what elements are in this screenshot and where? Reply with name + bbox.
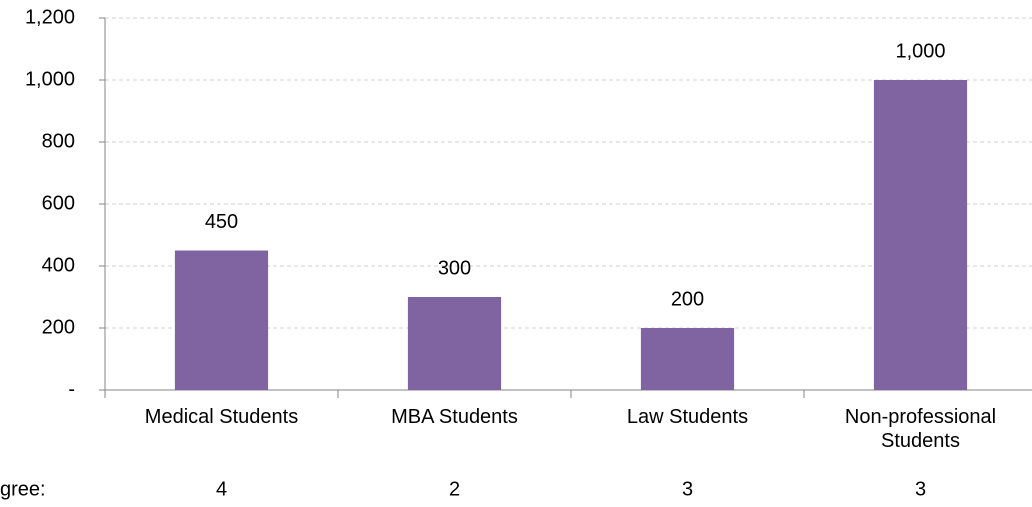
extra-row-value: 3 <box>682 478 693 500</box>
x-tick-label-box: Medical Students <box>144 406 299 428</box>
y-tick-label: 800 <box>42 130 75 152</box>
bar <box>873 80 968 390</box>
bar <box>174 250 269 390</box>
y-tick-label: 400 <box>42 254 75 276</box>
x-tick-label: Non-professional Students <box>844 406 997 452</box>
data-label: 450 <box>205 211 238 233</box>
x-tick-label-box: Law Students <box>626 406 749 428</box>
data-label: 300 <box>438 257 471 279</box>
x-tick-label-box: MBA Students <box>391 406 518 428</box>
extra-row-value: 4 <box>216 478 227 500</box>
y-tick-label: 200 <box>42 316 75 338</box>
bar <box>407 297 502 390</box>
y-tick-label: 1,200 <box>25 6 75 28</box>
y-tick-label: - <box>68 378 75 400</box>
x-tick-label-box: Non-professional Students <box>844 406 997 452</box>
extra-row-value: 3 <box>915 478 926 500</box>
y-tick-label: 600 <box>42 192 75 214</box>
y-tick-label: 1,000 <box>25 68 75 90</box>
extra-row-label: gree: <box>0 478 46 500</box>
bar <box>640 328 735 390</box>
extra-row-value: 2 <box>449 478 460 500</box>
data-label: 1,000 <box>895 40 945 62</box>
x-tick-label: Medical Students <box>144 406 299 428</box>
x-tick-label: Law Students <box>626 406 749 428</box>
x-tick-label: MBA Students <box>391 406 518 428</box>
data-label: 200 <box>671 288 704 310</box>
